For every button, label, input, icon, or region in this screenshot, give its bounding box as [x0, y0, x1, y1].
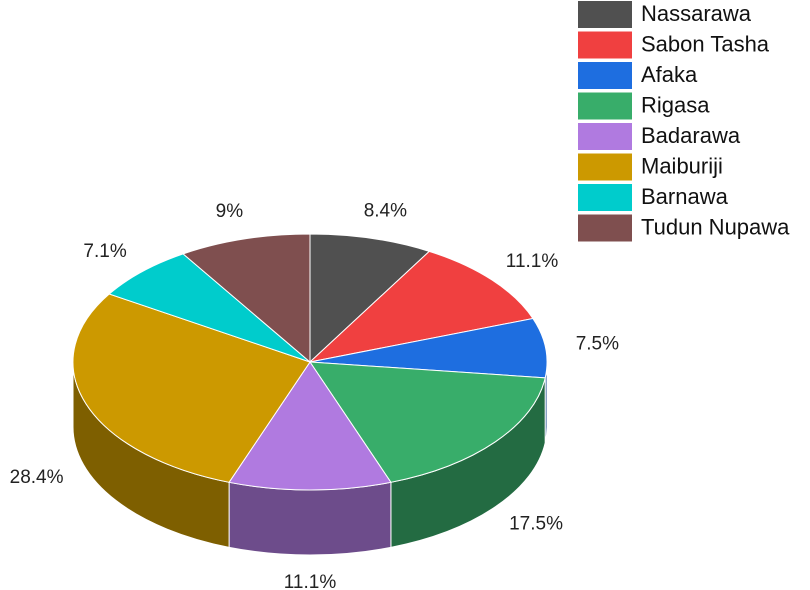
legend-label: Barnawa [641, 184, 729, 209]
legend-label: Sabon Tasha [641, 31, 770, 56]
data-label: 28.4% [10, 467, 64, 488]
data-label: 17.5% [509, 513, 563, 534]
legend-swatch [578, 123, 632, 150]
legend-swatch [578, 31, 632, 59]
slice [108, 253, 311, 363]
legend-swatch [578, 184, 632, 211]
slice [182, 233, 311, 364]
slice [228, 361, 392, 491]
legend-swatch [578, 214, 632, 242]
slice [308, 250, 534, 363]
data-label: 8.4% [364, 200, 407, 221]
slice-side [228, 481, 392, 556]
legend-swatch [578, 92, 632, 120]
slice [309, 361, 546, 483]
legend-swatch [578, 62, 632, 89]
legend-label: Nassarawa [641, 1, 752, 26]
slice [309, 233, 431, 364]
data-label: 11.1% [284, 572, 337, 590]
legend-label: Maiburiji [641, 153, 723, 178]
legend-swatch [578, 153, 632, 181]
legend-label: Badarawa [641, 123, 741, 148]
legend-label: Rigasa [641, 92, 710, 117]
legend-label: Afaka [641, 62, 698, 87]
slice [72, 293, 311, 483]
data-label: 11.1% [506, 251, 559, 272]
legend-swatch [578, 1, 632, 28]
data-label: 7.5% [576, 334, 619, 355]
data-label: 9% [216, 201, 244, 222]
data-label: 7.1% [83, 241, 126, 262]
slice [309, 317, 548, 379]
legend-label: Tudun Nupawa [641, 214, 790, 239]
